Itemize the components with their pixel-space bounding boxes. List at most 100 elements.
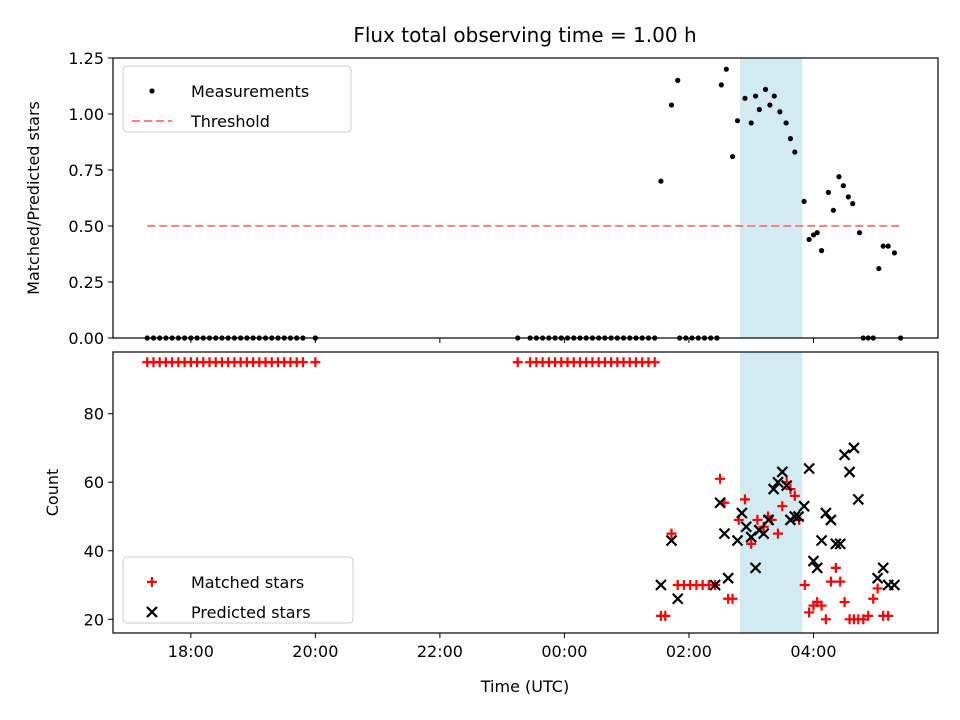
data-point	[655, 579, 667, 591]
data-point	[799, 580, 810, 591]
data-point	[787, 136, 794, 142]
y-tick-label: 0.25	[68, 273, 104, 292]
data-point	[856, 230, 863, 236]
data-point	[512, 357, 523, 368]
data-point	[734, 118, 741, 124]
legend-box	[122, 65, 352, 133]
data-point	[880, 243, 886, 249]
data-point	[780, 479, 793, 492]
data-point	[871, 572, 884, 584]
highlight-span	[740, 58, 803, 338]
data-point	[876, 265, 882, 272]
lower-panel: 18:00 20:00 22:00 00:00 02:00 04:00 20 40 60 80 Co…	[43, 351, 939, 661]
legend-label: Matched stars	[191, 573, 304, 592]
legend-marker-icon	[147, 577, 157, 587]
data-point	[756, 106, 762, 113]
data-point	[850, 201, 856, 207]
legend: Matched stars Predicted stars	[122, 556, 354, 624]
data-point	[749, 562, 762, 574]
data-point	[820, 614, 831, 625]
data-point	[830, 207, 836, 213]
data-point	[811, 562, 823, 574]
data-point	[709, 579, 721, 591]
data-point	[863, 610, 874, 621]
data-point	[777, 501, 788, 512]
data-point	[845, 194, 851, 200]
data-point	[825, 189, 832, 195]
data-point	[736, 507, 748, 519]
series-measurements	[144, 66, 904, 341]
data-point	[816, 600, 827, 611]
data-point	[798, 500, 810, 512]
data-point	[748, 120, 754, 126]
y-tick-label: 1.25	[68, 49, 104, 68]
y-axis-label: Matched/Predicted stars	[24, 101, 43, 295]
data-point	[767, 483, 780, 495]
data-point	[740, 520, 753, 533]
data-point	[671, 592, 684, 605]
data-point	[665, 534, 678, 547]
data-point	[804, 607, 815, 618]
data-point	[835, 576, 846, 587]
data-point	[840, 183, 846, 189]
x-tick-label: 00:00	[541, 642, 587, 661]
data-point	[872, 583, 883, 594]
data-point	[649, 357, 660, 368]
x-axis-label: Time (UTC)	[480, 677, 569, 696]
legend-marker-icon	[149, 88, 155, 94]
data-point	[789, 490, 800, 501]
data-point	[762, 86, 769, 92]
data-point	[757, 527, 770, 540]
axes-frame	[112, 57, 939, 339]
series-matched-stars	[142, 357, 894, 625]
data-point	[772, 528, 783, 539]
data-point	[789, 510, 801, 523]
x-tick-label: 18:00	[168, 642, 214, 661]
data-point	[814, 230, 820, 236]
x-tick-label: 20:00	[292, 642, 338, 661]
data-point	[843, 466, 856, 478]
y-tick-label: 40	[84, 542, 104, 561]
legend-label: Predicted stars	[191, 603, 311, 622]
data-point	[752, 514, 763, 525]
data-point	[801, 198, 807, 204]
legend: Measurements Threshold	[122, 65, 352, 133]
y-axis-label: Count	[43, 469, 62, 517]
data-point	[830, 538, 842, 550]
data-point	[820, 507, 832, 519]
data-point	[885, 243, 891, 249]
data-point	[767, 102, 773, 108]
x-tick-label: 22:00	[417, 642, 463, 661]
data-point	[838, 449, 851, 461]
data-point	[852, 493, 865, 506]
y-tick-label: 0.00	[68, 329, 104, 348]
data-point	[815, 534, 828, 547]
data-point	[825, 514, 837, 526]
data-point	[771, 93, 777, 99]
data-point	[658, 178, 664, 184]
data-point	[868, 593, 879, 604]
data-point	[718, 82, 724, 88]
legend-label: Threshold	[190, 112, 270, 131]
data-point	[792, 510, 805, 523]
data-point	[830, 562, 841, 573]
x-tick-label: 02:00	[666, 642, 712, 661]
data-point	[660, 610, 671, 621]
upper-panel: 0.00 0.25 0.50 0.75 1.00 1.25 Matched/Predicte…	[24, 49, 939, 348]
data-point	[783, 120, 789, 126]
data-point	[777, 109, 783, 115]
axes-frame	[112, 351, 939, 634]
data-point	[825, 576, 836, 587]
data-point	[810, 232, 817, 238]
y-tick-label: 1.00	[68, 105, 104, 124]
data-point	[729, 153, 736, 160]
chart-title: Flux total observing time = 1.00 h	[353, 23, 696, 47]
data-point	[888, 579, 901, 591]
data-point	[722, 572, 734, 584]
legend-box	[122, 556, 354, 624]
data-point	[742, 95, 748, 101]
y-tick-label: 80	[84, 405, 104, 424]
data-point	[772, 476, 784, 488]
data-point	[834, 538, 847, 550]
